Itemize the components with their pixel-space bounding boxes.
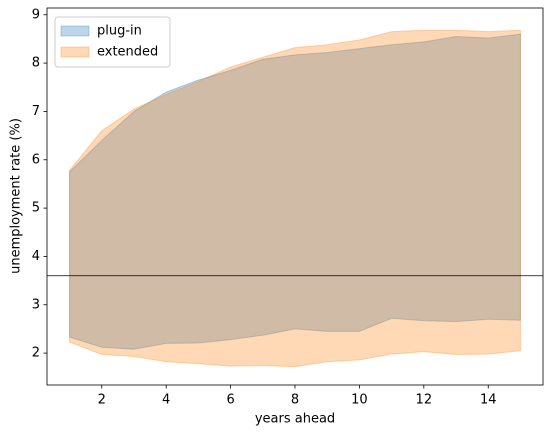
y-tick-label: 3 — [32, 297, 40, 312]
x-tick-label: 6 — [226, 393, 234, 408]
x-tick-label: 10 — [351, 393, 368, 408]
y-tick-label: 5 — [32, 201, 40, 216]
legend-label: plug-in — [97, 24, 142, 39]
x-tick-label: 8 — [291, 393, 299, 408]
legend-swatch — [60, 25, 90, 37]
band-area — [69, 33, 521, 350]
x-tick-label: 12 — [416, 393, 433, 408]
y-tick-label: 7 — [32, 104, 40, 119]
x-tick-label: 2 — [98, 393, 106, 408]
y-tick-label: 6 — [32, 152, 40, 167]
legend-box — [54, 16, 171, 68]
y-tick-label: 9 — [32, 7, 40, 22]
x-tick-label: 4 — [162, 393, 170, 408]
band-area — [69, 29, 521, 368]
legend-label: extended — [97, 45, 158, 60]
y-tick-label: 4 — [32, 249, 40, 264]
x-tick-label: 14 — [480, 393, 497, 408]
legend-swatch — [60, 46, 90, 58]
y-tick-label: 2 — [32, 346, 40, 361]
y-tick-label: 8 — [32, 56, 40, 71]
y-axis-label: unemployment rate (%) — [9, 118, 24, 274]
x-axis-label: years ahead — [255, 412, 335, 427]
